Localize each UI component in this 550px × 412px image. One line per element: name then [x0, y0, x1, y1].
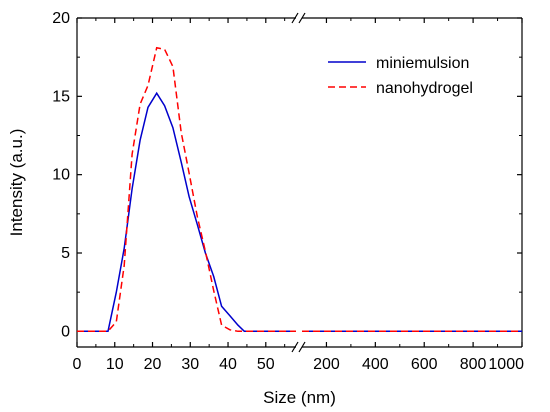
legend-label-nanohydrogel: nanohydrogel	[376, 80, 473, 97]
series-line-miniemulsion	[77, 91, 296, 333]
series-line-nanohydrogel	[77, 46, 296, 333]
y-tick-label: 15	[52, 88, 70, 105]
x-axis-label: Size (nm)	[263, 388, 336, 407]
axis-break-mark	[298, 12, 306, 24]
legend: miniemulsion nanohydrogel	[328, 55, 473, 97]
y-tick-label: 10	[52, 167, 70, 184]
x-tick-label: 200	[313, 356, 340, 373]
y-axis-label: Intensity (a.u.)	[7, 129, 26, 237]
x-tick-label: 600	[411, 356, 438, 373]
x-tick-label: 20	[144, 356, 162, 373]
x-tick-label: 800	[460, 356, 487, 373]
y-tick-label: 20	[52, 10, 70, 27]
x-tick-label: 10	[106, 356, 124, 373]
x-tick-label: 50	[257, 356, 275, 373]
y-tick-label: 0	[61, 323, 70, 340]
x-tick-label: 0	[73, 356, 82, 373]
x-tick-label: 40	[219, 356, 237, 373]
x-tick-label: 30	[181, 356, 199, 373]
x-tick-label: 400	[362, 356, 389, 373]
legend-label-miniemulsion: miniemulsion	[376, 55, 469, 72]
x-tick-label: 1000	[488, 356, 524, 373]
y-tick-label: 5	[61, 245, 70, 262]
axis-break-mark	[298, 341, 306, 353]
axis-break-mark	[291, 341, 299, 353]
axis-break-mark	[291, 12, 299, 24]
